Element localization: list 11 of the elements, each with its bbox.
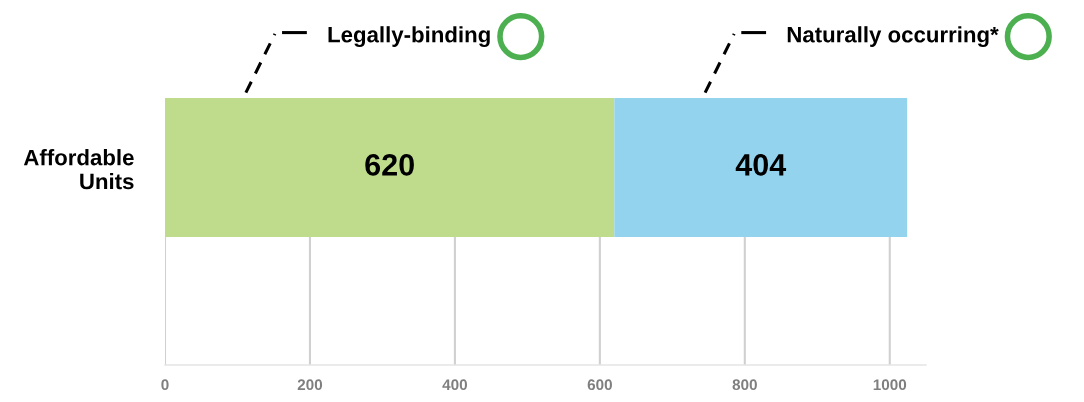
data-label: 620 xyxy=(365,154,414,176)
x-tick-label: 800 xyxy=(732,379,757,391)
x-tick-label: 600 xyxy=(587,379,612,391)
x-tick-label: 400 xyxy=(442,379,468,391)
x-tick-label: 1000 xyxy=(873,379,907,391)
x-tick-label: 0 xyxy=(161,379,169,391)
data-label: 404 xyxy=(735,154,787,176)
y-tick-label: Affordable Units xyxy=(23,149,134,190)
text: Legally-binding xyxy=(328,26,490,47)
x-tick-label: 200 xyxy=(297,379,323,391)
text: Naturally occurring* xyxy=(787,26,999,47)
